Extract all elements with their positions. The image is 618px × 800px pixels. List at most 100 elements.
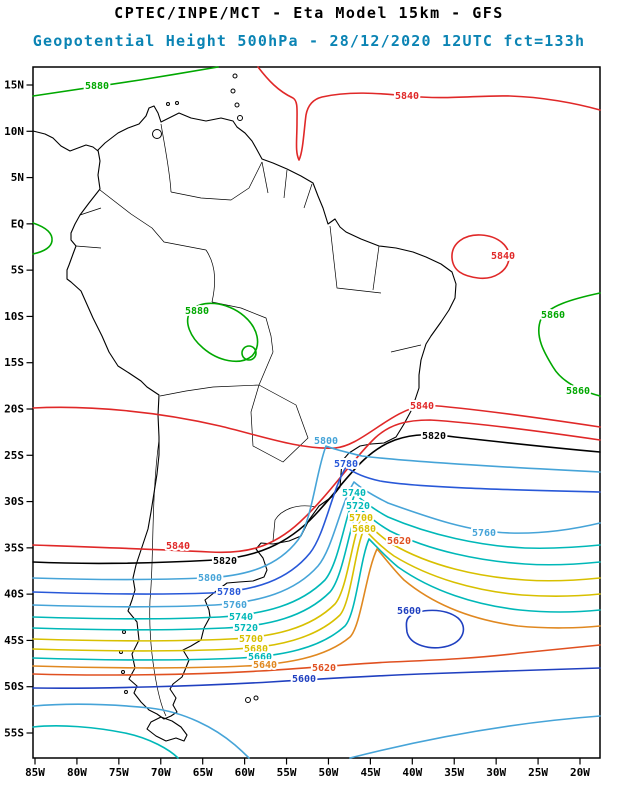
contour-5780 (32, 466, 601, 595)
border-uruguay (272, 505, 317, 542)
contour-5700 (32, 517, 601, 642)
lat-tick-label: 50S (4, 680, 24, 693)
island (230, 88, 236, 94)
contour-label-5700: 5700 (349, 513, 373, 524)
contour-5580-southwest (32, 703, 250, 759)
contour-5860-east (537, 292, 601, 397)
lon-tick-label: 45W (360, 766, 380, 779)
lat-tick-label: 25S (4, 449, 24, 462)
island (122, 630, 126, 634)
contour-label-5820: 5820 (422, 431, 446, 442)
lat-tick-label: 5S (11, 264, 24, 277)
island (253, 695, 259, 701)
border-venezuela-brazil (170, 161, 263, 201)
border-brazil-state-3 (390, 344, 422, 353)
border-french-guiana (303, 183, 313, 209)
lon-tick-label: 30W (486, 766, 506, 779)
caribbean-islands (166, 73, 243, 121)
contour-label-5720: 5720 (346, 501, 370, 512)
contour-5560-southwest (32, 725, 179, 759)
contour-5600 (32, 667, 601, 689)
contour-label-5840: 5840 (491, 251, 515, 262)
border-bolivia-chile (159, 386, 214, 397)
lat-tick-label: 15N (4, 79, 24, 92)
contour-5600-cutoff-closed (405, 609, 465, 649)
lat-tick-label: EQ (11, 217, 25, 230)
contour-5820 (32, 433, 601, 565)
lon-tick-label: 65W (193, 766, 213, 779)
lon-tick-label: 80W (67, 766, 87, 779)
contour-label-5780: 5780 (334, 459, 358, 470)
contour-label-5760: 5760 (223, 600, 247, 611)
contour-label-5840: 5840 (395, 91, 419, 102)
contour-label-5800: 5800 (198, 573, 222, 584)
contour-label-5760: 5760 (472, 528, 496, 539)
contour-5840-atlantic-closed (451, 234, 510, 280)
lon-tick-label: 50W (319, 766, 339, 779)
contour-label-5600: 5600 (397, 606, 421, 617)
lon-tick-label: 60W (235, 766, 255, 779)
lat-tick-label: 10N (4, 125, 24, 138)
contour-label-5740: 5740 (342, 488, 366, 499)
coastline-south-america (66, 105, 457, 720)
lon-tick-label: 40W (402, 766, 422, 779)
contour-label-5660: 5660 (248, 652, 272, 663)
island (232, 73, 238, 79)
contour-5640 (32, 548, 601, 669)
contour-label-5740: 5740 (229, 612, 253, 623)
border-suriname (283, 169, 288, 199)
contour-5760 (32, 481, 601, 608)
contour-5660 (32, 538, 601, 661)
island (175, 101, 179, 105)
contour-label-5860: 5860 (566, 386, 590, 397)
lon-tick-label: 55W (277, 766, 297, 779)
lat-tick-label: 45S (4, 634, 24, 647)
contour-label-5680: 5680 (352, 524, 376, 535)
contour-label-5600: 5600 (292, 674, 316, 685)
contour-label-5800: 5800 (314, 436, 338, 447)
lat-tick-label: 35S (4, 541, 24, 554)
country-borders (75, 123, 422, 717)
border-argentina-chile (149, 439, 167, 717)
falkland-islands (245, 695, 259, 703)
lake-maracaibo (152, 129, 162, 139)
contour-5840-south (32, 419, 601, 554)
contour-label-5720: 5720 (234, 623, 258, 634)
axis-layer: 15N 10N 5N EQ 5S 10S 15S 20S 25S 30S 35S 40S 45S 50S 5… (4, 79, 590, 780)
contour-5840-north (257, 66, 601, 161)
chart-title-field: Geopotential Height 500hPa - 28/12/2020 … (33, 32, 585, 50)
lon-tick-label: 25W (528, 766, 548, 779)
contour-label-5780: 5780 (217, 587, 241, 598)
island (166, 102, 170, 106)
border-paraguay (250, 384, 309, 463)
lon-tick-label: 85W (25, 766, 45, 779)
border-guyana (261, 161, 269, 194)
basemap-layer (32, 73, 457, 742)
border-ecuador-peru (75, 245, 102, 249)
patagonian-islands (119, 630, 128, 694)
contour-label-5620: 5620 (312, 663, 336, 674)
contour-label-5640: 5640 (253, 660, 277, 671)
contour-5720 (32, 506, 601, 631)
island (234, 102, 240, 108)
contour-5840-central (32, 404, 601, 449)
contour-layer (32, 66, 601, 759)
coastline-tierra-del-fuego (146, 716, 188, 742)
contour-label-layer: 5880 5840 5840 5880 5860 5860 5840 5820 5800 5780… (83, 79, 592, 687)
contour-label-5840: 5840 (410, 401, 434, 412)
contour-5740 (32, 493, 601, 620)
contour-label-5880: 5880 (85, 81, 109, 92)
chart-title-model: CPTEC/INPE/MCT - Eta Model 15km - GFS (114, 4, 504, 22)
contour-label-5840: 5840 (166, 541, 190, 552)
lon-tick-label: 35W (444, 766, 464, 779)
lat-tick-label: 10S (4, 310, 24, 323)
border-colombia-peru (99, 189, 207, 251)
border-colombia-venezuela (160, 123, 172, 193)
border-ecuador-colombia (79, 207, 102, 216)
lon-tick-label: 20W (570, 766, 590, 779)
contour-label-5860: 5860 (541, 310, 565, 321)
contour-5880-bolivia-closed (186, 302, 259, 363)
lat-tick-label: 40S (4, 588, 24, 601)
